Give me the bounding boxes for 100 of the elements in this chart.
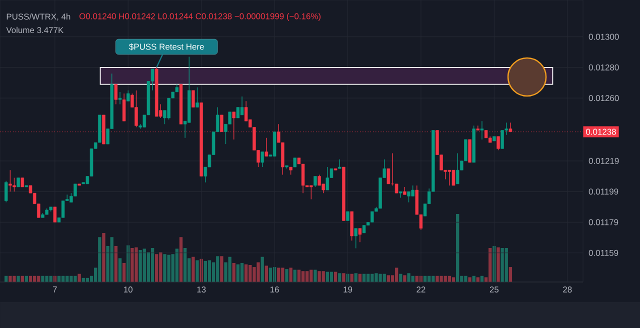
bar [374,273,378,282]
bar [98,237,102,282]
candlestick [4,180,8,203]
bar [314,270,317,282]
bar [208,260,212,282]
text: PUSS/WTRX, 4h [6,13,70,21]
bar [167,254,170,282]
bar [468,277,472,282]
bar [74,276,77,282]
candlestick [314,176,317,188]
bar [301,271,305,282]
bar [318,271,321,282]
candlestick [126,90,130,102]
bar [350,274,354,282]
candlestick [134,90,138,128]
bar [146,252,150,282]
bar [179,237,183,282]
text: O0.01240 H0.01242 L0.01244 C0.01238 −0.00001999 (−0.16%) [79,13,321,21]
bar [175,248,179,282]
bar [134,247,138,282]
bar [256,262,260,282]
bar [16,276,20,282]
bar [228,256,232,282]
bar [8,276,12,282]
bar [500,248,504,282]
candlestick [407,191,410,203]
y-tick-label: 0.01280 [588,64,619,70]
x-tick-label: 25 [490,286,499,293]
candlestick [12,177,16,192]
bar [452,277,456,282]
bar [432,276,435,282]
bar [488,248,492,282]
y-tick-label: 0.01260 [588,95,619,102]
bar [322,271,325,282]
bar [440,276,443,282]
candlestick [326,166,330,190]
candlestick [220,114,224,132]
bar [342,273,346,282]
bar [260,256,264,282]
bar [338,273,342,282]
bar [118,258,122,282]
bar [378,274,382,282]
candlestick [240,96,244,116]
bar [41,276,44,282]
bar [289,268,292,282]
candlestick [370,211,374,223]
candlestick [358,228,362,242]
candlestick [310,185,313,200]
bar [196,260,199,282]
candlestick [53,206,57,223]
candlestick [264,138,268,157]
bar [464,276,468,282]
candlestick [354,228,358,249]
candlestick [394,184,398,194]
x-tick-label: 19 [344,286,352,293]
annotation: $PUSS Retest Here [129,43,204,50]
bar [142,248,146,282]
bar [456,214,460,282]
bar [285,269,288,282]
bar [354,273,358,282]
bar [138,250,142,282]
bar [277,268,280,282]
bar [78,274,81,282]
bar [204,260,207,282]
bar [236,264,240,282]
candlestick [118,92,122,105]
candlestick [452,170,456,186]
candlestick [260,151,264,168]
y-tick-label: 0.01199 [588,188,618,195]
candlestick [338,159,342,169]
bar [183,248,187,282]
bar [508,267,512,282]
bar [492,246,496,282]
bar [150,248,154,282]
bar [159,252,162,282]
bar [436,276,439,282]
candlestick [448,170,452,186]
candlestick [456,152,460,184]
bar [163,254,166,282]
bar [122,262,126,282]
candlestick [192,90,195,108]
y-tick-label: 0.01159 [588,250,618,256]
candlestick [114,84,118,105]
x-tick-label: 16 [270,286,279,293]
bar [45,276,48,282]
bar [504,248,508,282]
candlestick [480,120,484,140]
bar [220,256,224,282]
x-tick-label: 22 [416,286,426,292]
x-tick-label: 13 [197,286,206,293]
bar [70,276,73,282]
candlestick [20,177,24,188]
candlestick [293,158,296,168]
candlestick [411,185,414,197]
bar [264,266,268,282]
y-tick-label: 0.01179 [588,219,618,226]
bar [12,276,16,282]
bar [244,264,248,282]
x-tick-label: 28 [563,286,572,293]
y-tick-label: 0.01300 [588,34,619,40]
